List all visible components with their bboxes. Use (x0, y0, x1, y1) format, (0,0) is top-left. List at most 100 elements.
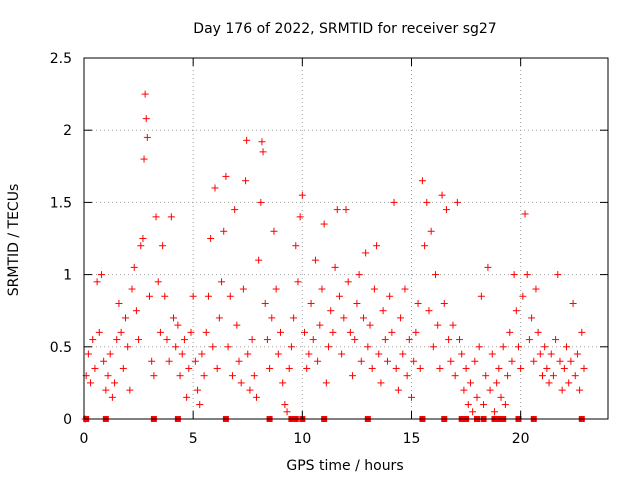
data-point (246, 386, 254, 394)
data-point (187, 328, 195, 336)
data-point (401, 285, 409, 293)
data-point (456, 336, 464, 344)
data-point (473, 393, 481, 401)
data-point (447, 357, 455, 365)
data-point (451, 372, 459, 380)
data-point (425, 307, 433, 315)
data-point (373, 242, 381, 250)
data-point (174, 321, 182, 329)
data-point (301, 328, 309, 336)
data-point (436, 364, 444, 372)
data-point (403, 372, 411, 380)
data-point (346, 328, 354, 336)
data-point (580, 364, 588, 372)
data-point (423, 198, 431, 206)
data-point (359, 314, 367, 322)
data-point (84, 350, 92, 358)
data-point (244, 350, 252, 358)
data-point (558, 386, 566, 394)
data-point (270, 227, 278, 235)
data-point (567, 357, 575, 365)
data-point (213, 364, 221, 372)
data-point (159, 242, 167, 250)
data-point (545, 379, 553, 387)
data-point (146, 292, 153, 300)
data-point (576, 386, 584, 394)
data-point (274, 350, 282, 358)
data-point (514, 343, 522, 351)
data-point (156, 328, 164, 336)
data-point (434, 321, 442, 329)
data-point (239, 285, 247, 293)
data-point (132, 307, 140, 315)
data-point (268, 314, 276, 322)
data-point (563, 343, 571, 351)
data-point (97, 271, 105, 279)
data-point (140, 155, 148, 163)
data-point (95, 328, 103, 336)
data-point (510, 271, 518, 279)
data-point (185, 364, 193, 372)
data-point (569, 299, 577, 307)
data-point (390, 198, 398, 206)
data-point (100, 357, 108, 365)
data-point (418, 177, 426, 185)
data-point (565, 379, 573, 387)
data-point (87, 379, 95, 387)
data-point (242, 177, 250, 185)
data-point (126, 386, 134, 394)
data-point (135, 336, 143, 344)
x-tick-label: 5 (189, 431, 198, 447)
plot-frame (83, 57, 609, 420)
data-point (543, 364, 551, 372)
data-point (222, 172, 230, 180)
y-tick-label: 1 (63, 268, 72, 284)
data-point (512, 307, 520, 315)
chart-title: Day 176 of 2022, SRMTID for receiver sg2… (193, 21, 496, 37)
data-point (525, 336, 533, 344)
x-tick-label: 0 (80, 431, 89, 447)
data-point (294, 278, 302, 286)
data-point (318, 285, 326, 293)
data-point (517, 364, 525, 372)
data-point (381, 336, 389, 344)
data-point (115, 299, 123, 307)
data-point (523, 271, 531, 279)
data-point (167, 213, 175, 221)
data-point (521, 210, 529, 218)
data-point (410, 357, 418, 365)
data-point (556, 357, 564, 365)
data-point (248, 336, 256, 344)
data-point (462, 364, 470, 372)
data-point (290, 314, 298, 322)
x-tick-label: 20 (512, 431, 530, 447)
data-point (93, 278, 101, 286)
data-point (141, 90, 149, 98)
data-point (438, 191, 446, 199)
data-point (357, 357, 365, 365)
x-tick-label: 10 (293, 431, 311, 447)
data-point (333, 206, 341, 214)
data-point (578, 328, 586, 336)
data-point (440, 299, 448, 307)
data-point (399, 350, 407, 358)
data-point (113, 336, 121, 344)
data-point (427, 227, 435, 235)
data-point (541, 343, 549, 351)
data-point (303, 364, 311, 372)
data-point (204, 292, 212, 300)
data-point (469, 408, 477, 416)
data-point (449, 321, 457, 329)
data-point (499, 343, 507, 351)
data-point (108, 393, 116, 401)
data-point (353, 299, 361, 307)
data-point (432, 271, 440, 279)
data-point (148, 357, 156, 365)
data-point (104, 372, 112, 380)
data-point (292, 242, 300, 250)
data-point (466, 379, 474, 387)
data-point (180, 336, 188, 344)
data-point (342, 206, 350, 214)
data-point (504, 372, 512, 380)
data-point (89, 336, 97, 344)
